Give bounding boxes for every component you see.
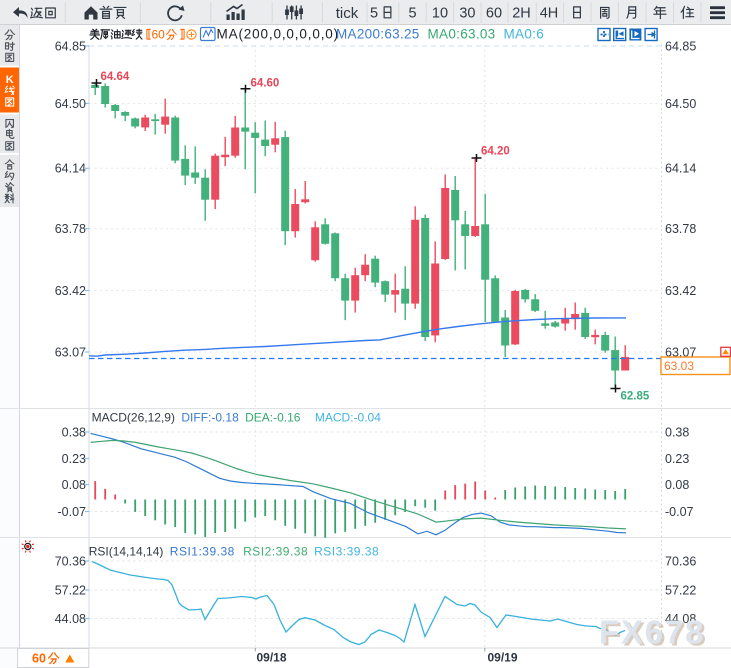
svg-text:MA200:63.25: MA200:63.25 bbox=[336, 27, 420, 42]
svg-text:0.23: 0.23 bbox=[62, 452, 86, 466]
svg-text:5: 5 bbox=[370, 6, 378, 22]
svg-text:09/19: 09/19 bbox=[488, 651, 518, 665]
svg-text:30: 30 bbox=[459, 6, 475, 22]
svg-text:63.42: 63.42 bbox=[55, 284, 86, 298]
svg-text:tick: tick bbox=[336, 5, 359, 22]
svg-text:0.38: 0.38 bbox=[62, 425, 86, 439]
svg-text:63.78: 63.78 bbox=[55, 222, 86, 236]
svg-text:64.85: 64.85 bbox=[665, 39, 696, 53]
svg-text:64.14: 64.14 bbox=[665, 162, 696, 176]
svg-text:2H: 2H bbox=[512, 6, 531, 22]
svg-text:62.85: 62.85 bbox=[621, 391, 650, 403]
svg-text:DEA:-0.16: DEA:-0.16 bbox=[245, 411, 301, 425]
svg-text:63.78: 63.78 bbox=[665, 222, 696, 236]
svg-text:RSI(14,14,14): RSI(14,14,14) bbox=[89, 545, 164, 559]
svg-text:0.08: 0.08 bbox=[665, 478, 689, 492]
svg-text:FX678: FX678 bbox=[602, 616, 708, 653]
svg-text:60: 60 bbox=[486, 6, 502, 22]
svg-text:-0.07: -0.07 bbox=[58, 505, 87, 519]
svg-text:63.42: 63.42 bbox=[665, 284, 696, 298]
svg-text:MA0:6: MA0:6 bbox=[504, 27, 545, 42]
svg-text:57.22: 57.22 bbox=[665, 583, 696, 597]
svg-text:MACD(26,12,9): MACD(26,12,9) bbox=[92, 411, 175, 425]
svg-text:RSI1:39.38: RSI1:39.38 bbox=[170, 545, 235, 559]
svg-text:K: K bbox=[6, 74, 14, 86]
svg-text:57.22: 57.22 bbox=[55, 583, 86, 597]
svg-text:70.36: 70.36 bbox=[665, 554, 696, 568]
svg-text:0.23: 0.23 bbox=[665, 452, 689, 466]
svg-text:10: 10 bbox=[432, 6, 448, 22]
svg-text:DIFF:-0.18: DIFF:-0.18 bbox=[181, 411, 239, 425]
svg-text:44.08: 44.08 bbox=[55, 612, 86, 626]
svg-text:44.08: 44.08 bbox=[665, 612, 696, 626]
svg-text:RSI2:39.38: RSI2:39.38 bbox=[243, 545, 308, 559]
svg-text:64.20: 64.20 bbox=[481, 146, 510, 158]
svg-text:63.07: 63.07 bbox=[55, 345, 86, 359]
svg-text:60: 60 bbox=[32, 652, 46, 666]
svg-text:FX678: FX678 bbox=[599, 614, 705, 651]
svg-text:64.50: 64.50 bbox=[665, 97, 696, 111]
svg-text:MA(200,0,0,0,0,0): MA(200,0,0,0,0,0) bbox=[217, 27, 340, 42]
svg-text:64.50: 64.50 bbox=[55, 97, 86, 111]
svg-text:63.07: 63.07 bbox=[665, 345, 696, 359]
svg-text:4H: 4H bbox=[540, 6, 559, 22]
svg-text:5: 5 bbox=[408, 6, 416, 22]
svg-text:64.85: 64.85 bbox=[55, 39, 86, 53]
svg-text:-0.07: -0.07 bbox=[665, 505, 694, 519]
svg-text:MA0:63.03: MA0:63.03 bbox=[428, 27, 496, 42]
svg-text:63.03: 63.03 bbox=[664, 359, 694, 373]
svg-text:64.64: 64.64 bbox=[101, 71, 130, 83]
svg-text:60: 60 bbox=[152, 28, 166, 42]
svg-text:0.38: 0.38 bbox=[665, 425, 689, 439]
svg-text:MACD:-0.04: MACD:-0.04 bbox=[315, 411, 381, 425]
svg-text:64.14: 64.14 bbox=[55, 162, 86, 176]
svg-text:0.08: 0.08 bbox=[62, 478, 86, 492]
svg-text:09/18: 09/18 bbox=[257, 651, 287, 665]
svg-text:64.60: 64.60 bbox=[251, 78, 280, 90]
svg-text:70.36: 70.36 bbox=[55, 554, 86, 568]
svg-text:RSI3:39.38: RSI3:39.38 bbox=[314, 545, 379, 559]
